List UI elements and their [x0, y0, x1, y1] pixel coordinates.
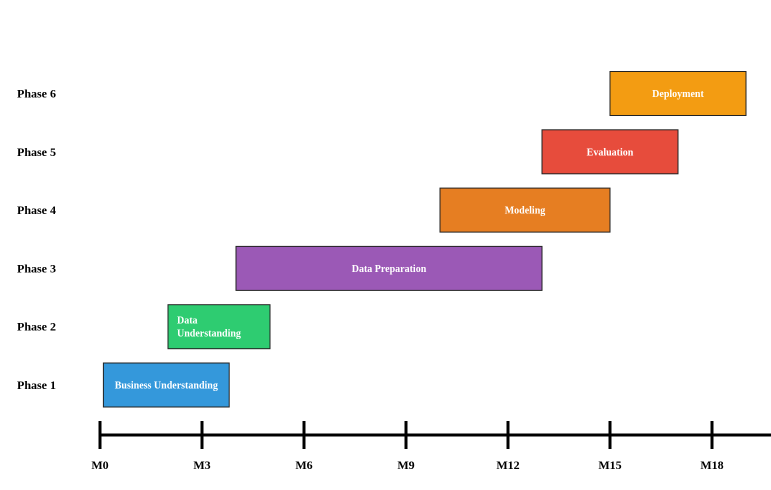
- bar-label: Understanding: [177, 329, 241, 340]
- x-tick-label: M18: [700, 458, 723, 472]
- phase-label: Phase 2: [17, 320, 56, 334]
- gantt-bar: [235, 245, 543, 291]
- x-tick-label: M12: [496, 458, 519, 472]
- x-tick-label: M6: [295, 458, 312, 472]
- phase-label: Phase 3: [17, 261, 56, 275]
- gantt-bar: [167, 304, 271, 350]
- bar-label: Business Understanding: [115, 381, 218, 392]
- phase-label: Phase 6: [17, 87, 56, 101]
- gantt-bar: [102, 362, 230, 408]
- bar-label: Deployment: [652, 89, 704, 100]
- phase-label: Phase 5: [17, 145, 56, 159]
- bar-label: Modeling: [505, 206, 546, 217]
- x-tick-label: M0: [91, 458, 108, 472]
- bar-label: Evaluation: [587, 147, 634, 158]
- x-tick-label: M9: [397, 458, 414, 472]
- bar-label: Data: [177, 316, 198, 327]
- phase-rows: Phase 1 Business Understanding Phase 2 Data…: [17, 71, 747, 408]
- gantt-bar: [439, 187, 611, 233]
- x-tick-label: M15: [598, 458, 621, 472]
- gantt-bar: [609, 71, 747, 116]
- phase-label: Phase 1: [17, 378, 56, 392]
- bar-label: Data Preparation: [352, 264, 427, 275]
- gantt-bar: [541, 129, 679, 175]
- x-axis: M0 M3 M6 M9 M12 M15 M18: [91, 421, 771, 472]
- phase-label: Phase 4: [17, 203, 56, 217]
- x-tick-label: M3: [193, 458, 210, 472]
